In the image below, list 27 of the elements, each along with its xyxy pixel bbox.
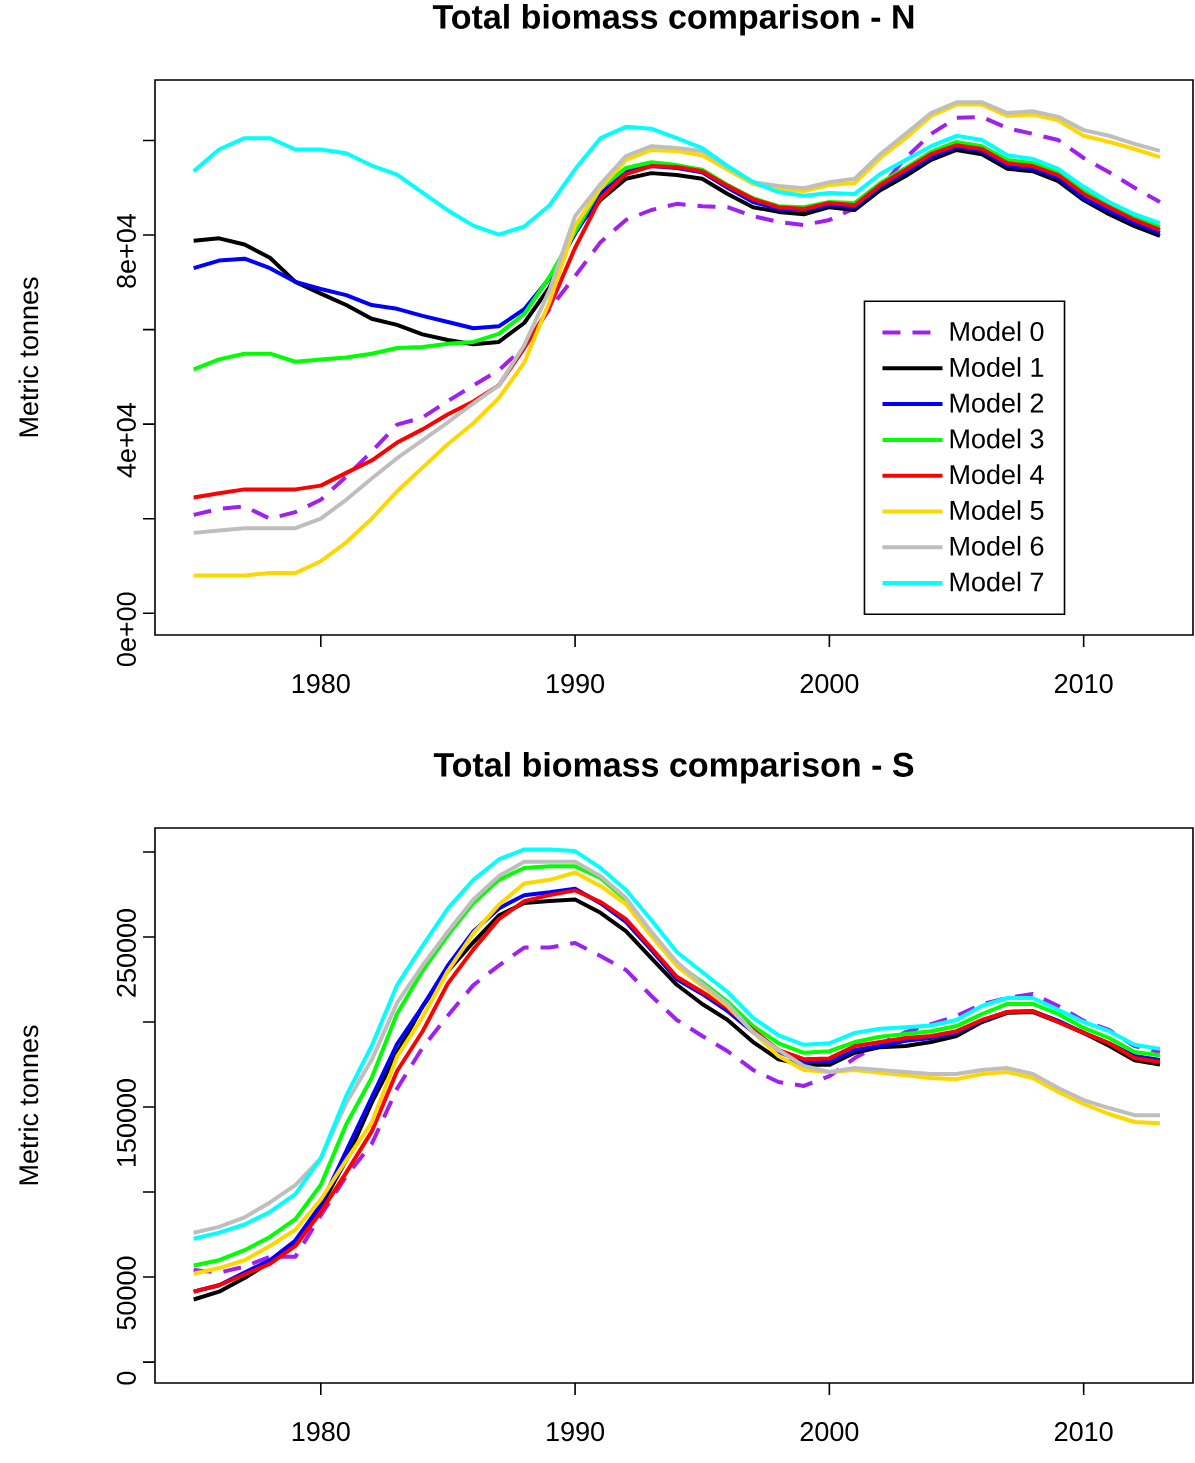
chart-title: Total biomass comparison - N [432,3,914,36]
legend-label: Model 2 [950,392,1044,413]
y-tick-label: 0e+00 [116,592,136,667]
x-tick-label: 2000 [800,1422,859,1442]
y-tick-label: 0 [116,1371,136,1385]
chart-title: Total biomass comparison - S [433,751,914,784]
legend-label: Model 4 [950,464,1044,485]
x-tick-label: 1990 [547,1422,605,1442]
x-tick-label: 1990 [547,674,605,694]
y-axis-title: Metric tonnes [18,277,39,437]
y-tick-label: 4e+04 [116,403,136,478]
y-tick-label: 8e+04 [116,213,136,288]
legend-label: Model 3 [950,428,1044,449]
legend-label: Model 7 [950,571,1044,592]
legend-label: Model 6 [950,535,1044,556]
y-tick-label: 150000 [116,1079,136,1166]
x-tick-label: 2010 [1054,1422,1113,1442]
legend-label: Model 1 [950,357,1044,377]
y-tick-label: 50000 [116,1256,136,1330]
y-axis-title: Metric tonnes [18,1025,39,1185]
legend-label: Model 5 [950,500,1044,520]
y-tick-label: 250000 [116,909,136,997]
legend-label: Model 0 [950,321,1044,342]
x-tick-label: 1980 [292,674,350,694]
x-tick-label: 2010 [1054,674,1113,694]
x-tick-label: 1980 [292,1422,350,1442]
x-tick-label: 2000 [800,674,859,694]
